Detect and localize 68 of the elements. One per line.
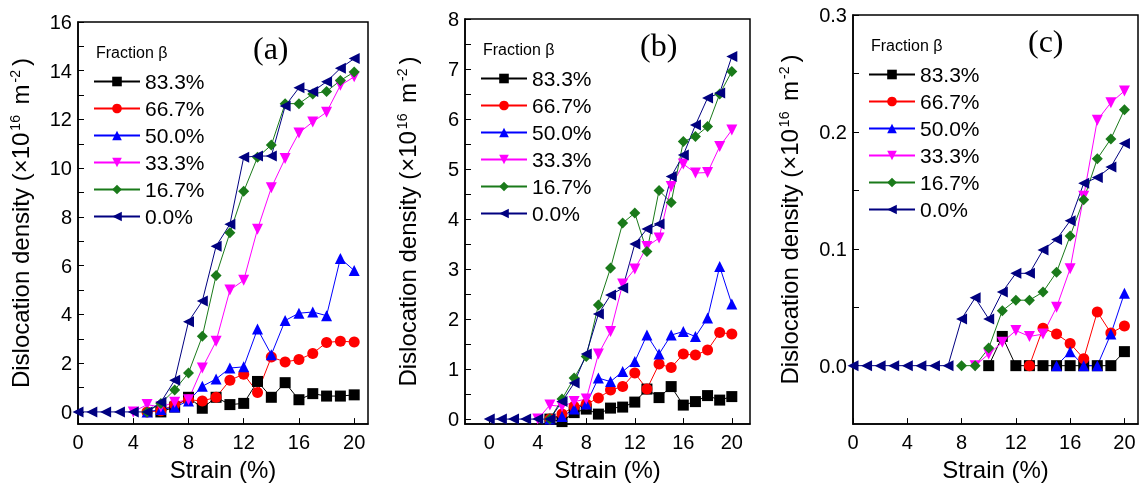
y-tick-label: 12: [49, 108, 72, 131]
x-tick-label: 8: [580, 431, 592, 454]
y-tick-label: 0.2: [819, 120, 847, 143]
x-tick-label: 4: [901, 431, 913, 454]
legend-label: 33.3%: [145, 151, 205, 174]
y-tick-label: 0.0: [819, 354, 847, 377]
y-tick-label: 0.3: [819, 4, 847, 26]
legend-label: 66.7%: [920, 90, 980, 113]
legend-label: 50.0%: [145, 124, 205, 147]
annotation: (b): [640, 27, 678, 63]
legend-title: Fraction β: [483, 40, 555, 58]
legend-label: 50.0%: [920, 117, 980, 140]
y-axis-title: Dislocation density (×1016 m-2): [775, 54, 803, 385]
y-tick-label: 4: [60, 303, 72, 326]
y-tick-label: 10: [49, 157, 72, 180]
y-tick-label: 1: [447, 358, 459, 381]
legend-title: Fraction β: [96, 43, 168, 61]
y-tick-label: 6: [60, 254, 72, 277]
x-tick-label: 16: [672, 431, 695, 454]
legend-label: 0.0%: [145, 205, 193, 228]
legend-label: 0.0%: [920, 198, 968, 221]
x-axis-title: Strain (%): [169, 455, 277, 483]
x-tick-label: 8: [956, 431, 968, 454]
legend-label: 16.7%: [920, 171, 980, 194]
legend-label: 66.7%: [145, 97, 205, 120]
y-tick-label: 16: [49, 11, 72, 33]
legend-label: 66.7%: [532, 94, 592, 117]
legend-label: 33.3%: [920, 144, 980, 167]
x-tick-label: 20: [720, 431, 743, 454]
legend-title: Fraction β: [871, 36, 943, 54]
y-tick-label: 8: [447, 8, 459, 30]
x-tick-label: 20: [1113, 431, 1136, 454]
y-tick-label: 7: [447, 58, 459, 81]
x-tick-label: 8: [182, 431, 195, 454]
x-tick-label: 16: [287, 431, 311, 454]
legend-label: 0.0%: [532, 202, 580, 225]
legend-label: 16.7%: [145, 178, 205, 201]
y-axis-title: Dislocation density (×1016 m-2): [393, 56, 421, 387]
legend-label: 33.3%: [532, 148, 592, 171]
y-tick-label: 6: [447, 108, 459, 131]
y-tick-label: 2: [60, 352, 72, 375]
legend-label: 83.3%: [145, 70, 205, 93]
y-tick-label: 0.1: [819, 237, 847, 260]
y-tick-label: 0: [447, 408, 459, 431]
legend-label: 50.0%: [532, 121, 592, 144]
x-tick-label: 12: [1004, 431, 1027, 454]
x-axis-title: Strain (%): [554, 455, 661, 483]
annotation: (c): [1028, 23, 1064, 59]
y-tick-label: 14: [49, 59, 72, 82]
legend-label: 83.3%: [920, 63, 980, 86]
annotation: (a): [253, 30, 289, 66]
legend-label: 83.3%: [532, 67, 592, 90]
y-axis-title: Dislocation density (×1016 m-2): [6, 57, 34, 389]
x-axis-title: Strain (%): [942, 455, 1049, 483]
x-tick-label: 4: [532, 431, 544, 454]
y-tick-label: 8: [60, 205, 72, 228]
x-tick-label: 0: [483, 431, 495, 454]
x-tick-label: 4: [127, 431, 139, 454]
x-tick-label: 12: [232, 431, 255, 454]
y-tick-label: 2: [447, 308, 459, 331]
x-tick-label: 20: [343, 431, 366, 454]
y-tick-label: 4: [447, 208, 459, 231]
legend-label: 16.7%: [532, 175, 592, 198]
x-tick-label: 16: [1059, 431, 1082, 454]
y-tick-label: 3: [447, 258, 459, 281]
y-tick-label: 0: [60, 400, 72, 423]
y-tick-label: 5: [447, 158, 459, 181]
x-tick-label: 12: [623, 431, 646, 454]
